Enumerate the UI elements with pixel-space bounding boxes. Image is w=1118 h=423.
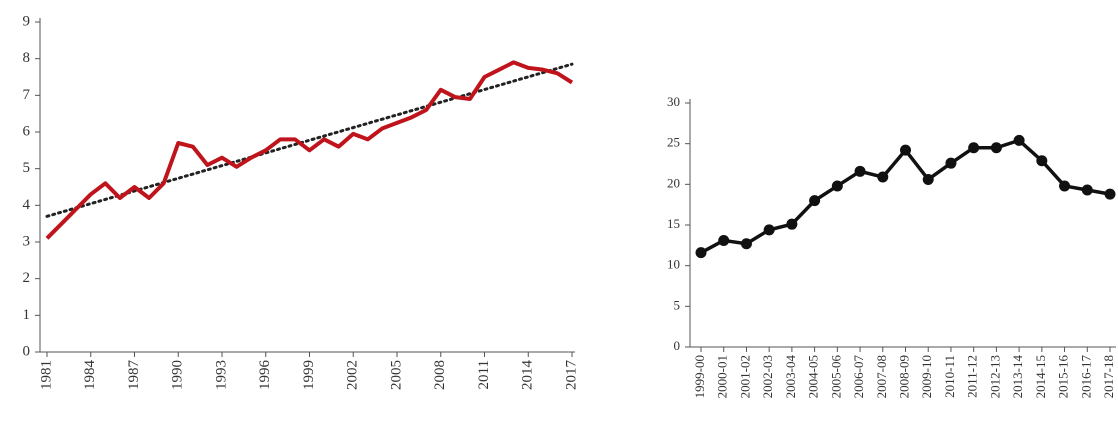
x-tick-label: 2011: [476, 360, 492, 389]
x-tick-label: 1981: [38, 360, 54, 390]
x-tick-label: 1984: [82, 360, 98, 391]
x-tick-label: 2001-02: [737, 355, 752, 398]
x-tick-label: 2006-07: [851, 355, 866, 399]
data-point: [900, 144, 911, 156]
x-tick-label: 2008: [432, 360, 448, 390]
data-point: [831, 180, 843, 192]
x-tick-label: 2000-01: [715, 355, 730, 398]
data-point: [1059, 180, 1071, 192]
data-point: [740, 238, 752, 250]
y-tick-label: 1: [23, 307, 31, 323]
data-point: [1013, 134, 1025, 146]
x-tick-label: 2008-09: [896, 355, 911, 398]
x-tick-label: 2005: [388, 360, 404, 390]
x-tick-label: 2013-14: [1010, 355, 1025, 399]
data-point: [922, 173, 934, 185]
data-point: [786, 218, 798, 230]
y-tick-label: 15: [667, 216, 680, 231]
x-tick-label: 1987: [126, 360, 142, 391]
y-tick-label: 2: [23, 270, 31, 286]
chart: 0 5 10 15 20 25 30 1999-00 2000-01 2001-02 2002-03…: [667, 94, 1116, 398]
x-tick-label: 2003-04: [783, 355, 798, 399]
y-tick-label: 6: [23, 123, 31, 139]
x-tick-label: 2014-15: [1033, 355, 1048, 398]
x-tick-label: 2004-05: [806, 355, 821, 398]
x-tick-label: 2002: [345, 360, 361, 390]
x-tick-label: 2005-06: [828, 355, 843, 399]
x-tick-label: 1996: [257, 360, 273, 391]
y-tick-label: 9: [23, 13, 31, 29]
x-tick-label: 2014: [520, 360, 536, 391]
chart: 0 1 2 3 4 5 6 7 8 9 1981 1984 1987 1990 1993 1996 1999 20…: [23, 13, 580, 390]
data-point: [1081, 184, 1093, 196]
data-point: [945, 157, 957, 169]
x-tick-label: 2017-18: [1101, 355, 1116, 398]
x-tick-label: 2012-13: [987, 355, 1002, 398]
x-tick-label: 2011-12: [965, 355, 980, 398]
y-tick-label: 5: [674, 297, 681, 312]
data-point: [1104, 188, 1116, 200]
x-tick-label: 1990: [170, 360, 186, 390]
x-tick-label: 2007-08: [874, 355, 889, 398]
y-tick-label: 5: [23, 160, 31, 176]
x-tick-label: 1999: [301, 360, 317, 390]
x-tick-label: 2010-11: [942, 355, 957, 398]
x-tick-label: 1999-00: [692, 355, 707, 398]
data-line: [45, 60, 574, 240]
y-tick-label: 0: [674, 338, 681, 353]
x-tick-label: 2009-10: [919, 355, 934, 398]
data-line: [700, 138, 1111, 255]
data-point: [718, 234, 730, 246]
data-point: [877, 171, 889, 183]
y-tick-label: 0: [23, 343, 31, 359]
x-tick-label: 2015-16: [1056, 355, 1071, 399]
y-tick-label: 4: [23, 197, 31, 213]
x-tick-label: 2002-03: [760, 355, 775, 398]
y-tick-label: 10: [667, 257, 680, 272]
x-tick-label: 2016-17: [1078, 355, 1093, 399]
x-tick-label: 1993: [213, 360, 229, 390]
x-tick-label: 2017: [563, 360, 579, 391]
y-tick-label: 30: [667, 94, 680, 109]
data-point: [854, 165, 866, 177]
data-point: [763, 224, 775, 236]
trend-line: [45, 62, 574, 218]
y-tick-label: 8: [23, 50, 31, 66]
data-point: [968, 142, 980, 154]
y-tick-label: 7: [23, 87, 31, 103]
y-tick-label: 25: [667, 135, 680, 150]
y-tick-label: 20: [667, 175, 680, 190]
data-point: [695, 247, 707, 259]
data-point: [809, 195, 821, 207]
y-tick-label: 3: [23, 233, 31, 249]
data-point: [1036, 155, 1048, 167]
data-point: [990, 142, 1002, 154]
